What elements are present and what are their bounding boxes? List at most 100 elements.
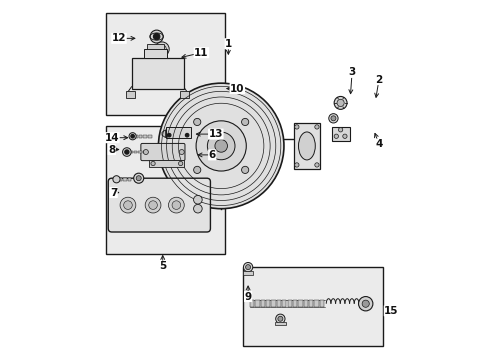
Circle shape <box>120 197 136 213</box>
Bar <box>292 300 297 307</box>
Circle shape <box>330 116 335 121</box>
Bar <box>131 58 183 89</box>
Bar <box>303 300 307 307</box>
Bar <box>118 178 122 181</box>
Circle shape <box>179 149 184 154</box>
Circle shape <box>193 118 201 126</box>
Circle shape <box>207 132 235 160</box>
Circle shape <box>362 300 368 307</box>
Circle shape <box>358 297 372 311</box>
Bar <box>126 91 135 98</box>
Bar <box>139 135 142 138</box>
Circle shape <box>168 197 184 213</box>
Circle shape <box>129 133 136 140</box>
Bar <box>319 300 324 307</box>
Text: 7: 7 <box>110 188 117 198</box>
Circle shape <box>155 42 169 56</box>
Circle shape <box>294 163 298 167</box>
Polygon shape <box>162 130 165 138</box>
Circle shape <box>277 316 282 321</box>
Circle shape <box>167 134 171 137</box>
Circle shape <box>294 125 298 129</box>
Bar <box>276 300 281 307</box>
Bar <box>129 150 132 153</box>
Circle shape <box>333 134 338 138</box>
Circle shape <box>336 99 344 107</box>
Bar <box>133 150 137 153</box>
Bar <box>122 178 126 181</box>
Bar <box>282 300 286 307</box>
Bar <box>242 267 382 346</box>
Circle shape <box>151 161 155 166</box>
FancyBboxPatch shape <box>108 178 210 232</box>
Text: 2: 2 <box>375 75 382 85</box>
Bar <box>287 300 291 307</box>
Text: 15: 15 <box>384 306 398 316</box>
Circle shape <box>338 128 342 132</box>
Circle shape <box>113 176 120 183</box>
FancyBboxPatch shape <box>141 143 184 161</box>
Circle shape <box>158 83 284 209</box>
Circle shape <box>148 201 157 210</box>
Circle shape <box>178 161 183 166</box>
Bar <box>249 300 254 307</box>
Circle shape <box>123 201 132 210</box>
Circle shape <box>185 134 188 137</box>
Bar <box>138 150 142 153</box>
Bar <box>106 126 224 253</box>
Circle shape <box>150 30 163 43</box>
Text: 11: 11 <box>194 48 208 58</box>
Bar <box>271 300 275 307</box>
Bar <box>142 150 146 153</box>
Circle shape <box>131 134 134 138</box>
Circle shape <box>314 125 319 129</box>
Text: 4: 4 <box>374 139 382 149</box>
Circle shape <box>172 201 180 210</box>
Circle shape <box>314 163 319 167</box>
Circle shape <box>245 265 250 270</box>
Bar <box>148 135 151 138</box>
Bar <box>143 135 147 138</box>
Bar <box>255 300 259 307</box>
Circle shape <box>153 33 160 40</box>
Circle shape <box>342 134 346 138</box>
Bar <box>243 271 253 275</box>
Text: 5: 5 <box>159 261 166 271</box>
Text: 6: 6 <box>208 150 215 160</box>
Bar <box>293 123 319 169</box>
Bar <box>134 135 137 138</box>
Circle shape <box>124 150 129 154</box>
Circle shape <box>193 195 202 204</box>
Circle shape <box>145 197 161 213</box>
Bar <box>106 13 224 116</box>
Bar <box>144 49 167 58</box>
Circle shape <box>122 148 131 156</box>
Bar <box>147 44 164 49</box>
Bar <box>274 321 285 325</box>
Bar <box>265 300 270 307</box>
Circle shape <box>275 314 285 323</box>
Bar <box>127 178 131 181</box>
Circle shape <box>243 262 252 272</box>
Bar <box>298 300 302 307</box>
Bar <box>165 127 190 138</box>
Circle shape <box>241 118 248 126</box>
Bar <box>260 300 264 307</box>
Circle shape <box>136 176 141 181</box>
Circle shape <box>193 204 202 213</box>
Circle shape <box>143 149 148 154</box>
Circle shape <box>333 96 346 109</box>
Text: 12: 12 <box>111 33 126 43</box>
Circle shape <box>196 121 246 171</box>
Circle shape <box>241 166 248 174</box>
Text: 14: 14 <box>104 133 119 143</box>
Circle shape <box>328 114 337 123</box>
Bar <box>149 159 183 167</box>
Text: 3: 3 <box>348 67 355 77</box>
Bar <box>314 300 318 307</box>
Bar <box>180 91 188 98</box>
Bar <box>308 300 313 307</box>
Text: 8: 8 <box>108 144 115 154</box>
Ellipse shape <box>298 132 315 160</box>
Circle shape <box>193 166 201 174</box>
